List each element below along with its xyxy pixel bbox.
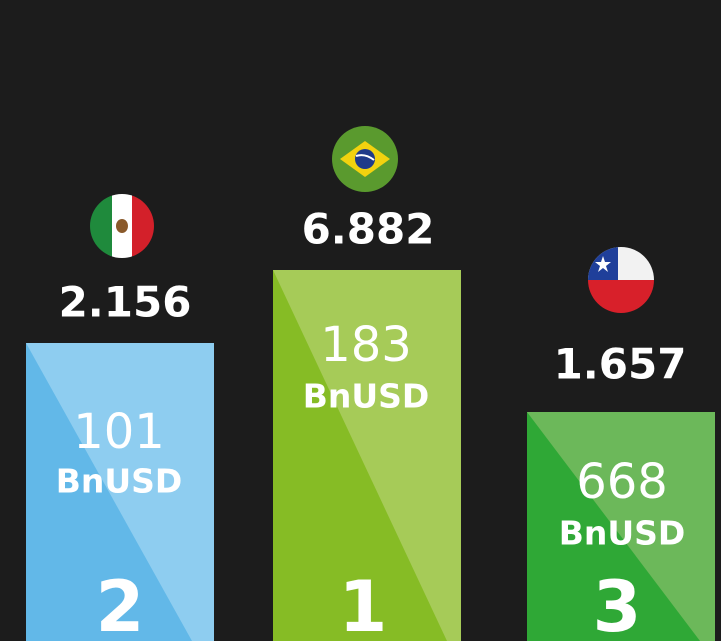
podium-column: 1.657 668 BnUSD 3 <box>527 247 715 641</box>
podium-column: 6.882 183 BnUSD 1 <box>273 126 461 641</box>
unit: BnUSD <box>559 514 686 553</box>
amount: 101 <box>73 404 165 460</box>
rank: 2 <box>96 566 145 641</box>
flag-chile <box>588 247 654 313</box>
amount: 183 <box>320 317 412 373</box>
rank: 3 <box>593 566 642 641</box>
top-value: 1.657 <box>554 340 687 389</box>
column-shade <box>527 412 715 641</box>
column-shade <box>26 343 214 641</box>
top-value: 6.882 <box>302 205 435 254</box>
unit: BnUSD <box>303 377 430 416</box>
flag-brazil <box>332 126 398 192</box>
unit: BnUSD <box>56 462 183 501</box>
amount: 668 <box>576 454 668 510</box>
top-value: 2.156 <box>59 278 192 327</box>
rank: 1 <box>339 566 388 641</box>
flag-mexico <box>90 194 154 258</box>
column-shade <box>273 270 461 641</box>
podium-column: 2.156 101 BnUSD 2 <box>26 194 214 641</box>
